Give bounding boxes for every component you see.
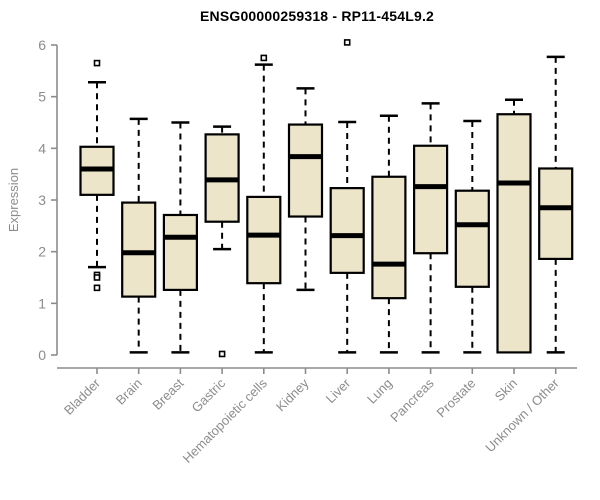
boxplot-skin [496, 98, 532, 354]
y-tick-label: 3 [38, 192, 46, 208]
outlier-point [93, 284, 101, 292]
x-tick-label: Unknown / Other [482, 375, 562, 455]
x-tick-label: Bladder [61, 375, 104, 418]
x-tick-label: Prostate [434, 376, 479, 421]
outlier-point [218, 350, 226, 358]
x-tick-label: Lung [364, 376, 395, 407]
boxplot-liver [329, 39, 365, 354]
iqr-box [371, 175, 407, 300]
iqr-box [454, 189, 490, 288]
iqr-box [413, 144, 449, 255]
boxplot-gastric [204, 125, 240, 358]
x-tick-label: Skin [492, 376, 520, 404]
y-tick-label: 1 [38, 295, 46, 311]
outlier-point [93, 59, 101, 67]
iqr-box [496, 113, 532, 354]
y-tick-label: 6 [38, 37, 46, 53]
boxplot-brain [121, 117, 157, 354]
y-axis-label: Expression [6, 168, 21, 232]
outlier-point [260, 54, 268, 62]
iqr-box [538, 167, 574, 261]
boxplot-kidney [287, 87, 324, 292]
iqr-box [162, 213, 198, 292]
y-tick-label: 0 [38, 347, 46, 363]
iqr-box [287, 123, 324, 218]
boxplot-bladder [79, 59, 115, 292]
chart-title: ENSG00000259318 - RP11-454L9.2 [199, 8, 435, 24]
outlier-point [93, 274, 101, 281]
boxplot-pancreas [413, 102, 449, 354]
outlier-point [343, 39, 351, 46]
x-tick-label: Gastric [189, 375, 229, 415]
boxplot-lung [371, 114, 407, 354]
boxplot-breast [162, 121, 198, 354]
boxplot-prostate [454, 119, 490, 354]
x-tick-label: Breast [149, 375, 186, 412]
x-tick-label: Pancreas [387, 375, 437, 425]
iqr-box [246, 195, 282, 285]
iqr-box [121, 201, 157, 298]
y-tick-label: 4 [38, 140, 46, 156]
y-tick-label: 5 [38, 89, 46, 105]
iqr-box [329, 187, 365, 274]
x-tick-label: Brain [113, 376, 145, 408]
y-tick-label: 2 [38, 244, 46, 260]
x-tick-label: Kidney [273, 375, 312, 414]
x-tick-label: Liver [323, 375, 354, 406]
boxplot-unknown-other [538, 55, 574, 354]
boxplot-hematopoietic-cells [246, 54, 282, 354]
